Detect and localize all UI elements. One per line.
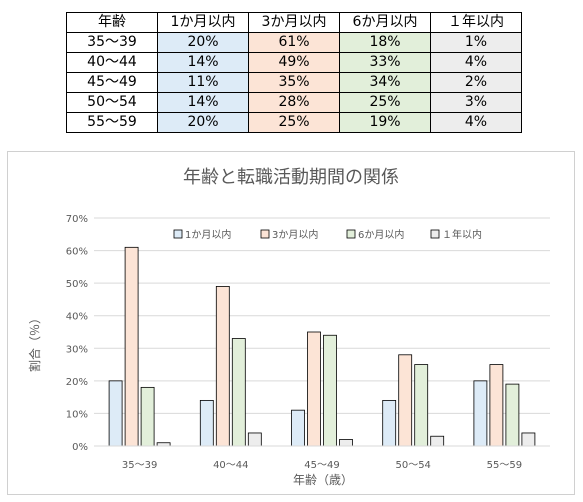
percent-cell: 20% — [157, 32, 249, 53]
percent-cell: 35% — [248, 72, 340, 93]
table-row: 55～59 20% 25% 19% 4% — [66, 112, 522, 133]
bar — [473, 380, 488, 447]
percent-cell: 25% — [248, 112, 340, 133]
y-tick-label: 10% — [66, 409, 88, 420]
header-cell: 1か月以内 — [157, 12, 249, 33]
age-cell: 50～54 — [66, 92, 158, 113]
header-cell: １年以内 — [430, 12, 522, 33]
age-cell: 35～39 — [66, 32, 158, 53]
y-axis-label: 割合（％） — [27, 312, 42, 372]
table-row: 45～49 11% 35% 34% 2% — [66, 72, 522, 93]
legend-label: 3か月以内 — [272, 228, 318, 241]
legend-swatch — [173, 229, 183, 239]
percent-cell: 19% — [339, 112, 431, 133]
percent-cell: 28% — [248, 92, 340, 113]
bar — [489, 364, 504, 447]
bar — [291, 409, 305, 447]
bar — [430, 435, 445, 447]
table-row: 50～54 14% 28% 25% 3% — [66, 92, 522, 113]
percent-cell: 34% — [339, 72, 431, 93]
percent-cell: 14% — [157, 52, 249, 73]
y-tick-label: 30% — [66, 344, 88, 355]
x-axis-label: 年齢（歳） — [293, 472, 353, 487]
percent-cell: 1% — [430, 32, 522, 53]
table-header-row: 年齢 1か月以内 3か月以内 6か月以内 １年以内 — [66, 12, 522, 33]
x-tick-label: 55～59 — [487, 460, 522, 471]
bar — [215, 285, 230, 447]
bar — [307, 331, 321, 447]
chart-title: 年齢と転職活動期間の関係 — [183, 167, 399, 188]
legend-label: 1か月以内 — [185, 228, 231, 241]
header-cell: 年齢 — [66, 12, 158, 33]
bar — [108, 380, 123, 447]
bar — [323, 334, 337, 447]
bar — [398, 354, 413, 447]
y-tick-label: 60% — [66, 247, 88, 258]
bar — [414, 364, 429, 447]
percent-cell: 18% — [339, 32, 431, 53]
legend-swatch — [430, 229, 440, 239]
x-tick-label: 45～49 — [304, 460, 339, 471]
legend-label: １年以内 — [442, 228, 482, 241]
y-tick-label: 0% — [72, 442, 88, 453]
bar — [247, 432, 262, 447]
bar — [382, 399, 397, 447]
age-cell: 40～44 — [66, 52, 158, 73]
legend-swatch — [346, 229, 356, 239]
y-tick-label: 70% — [66, 214, 88, 225]
percent-cell: 3% — [430, 92, 522, 113]
y-tick-label: 40% — [66, 312, 88, 323]
table-row: 35～39 20% 61% 18% 1% — [66, 32, 522, 53]
age-period-table: 年齢 1か月以内 3か月以内 6か月以内 １年以内 35～39 20% 61% 18%… — [66, 12, 522, 133]
percent-cell: 49% — [248, 52, 340, 73]
age-cell: 45～49 — [66, 72, 158, 93]
bar — [505, 383, 520, 447]
table-row: 40～44 14% 49% 33% 4% — [66, 52, 522, 73]
age-cell: 55～59 — [66, 112, 158, 133]
bar — [339, 439, 353, 447]
percent-cell: 2% — [430, 72, 522, 93]
percent-cell: 25% — [339, 92, 431, 113]
chart-area: 年齢と転職活動期間の関係 年齢（歳） 割合（％） 0% 10% 20% 30% 40% 5… — [7, 151, 575, 495]
header-cell: 6か月以内 — [339, 12, 431, 33]
header-cell: 3か月以内 — [248, 12, 340, 33]
percent-cell: 11% — [157, 72, 249, 93]
x-tick-label: 40～44 — [213, 460, 248, 471]
percent-cell: 61% — [248, 32, 340, 53]
bar — [231, 338, 246, 447]
y-tick-label: 20% — [66, 377, 88, 388]
bar-chart: 年齢と転職活動期間の関係 年齢（歳） 割合（％） 0% 10% 20% 30% 40% 5… — [27, 167, 550, 487]
percent-cell: 20% — [157, 112, 249, 133]
y-tick-label: 50% — [66, 279, 88, 290]
x-tick-label: 50～54 — [395, 460, 430, 471]
legend-swatch — [260, 229, 270, 239]
percent-cell: 4% — [430, 52, 522, 73]
bar — [124, 246, 139, 447]
bar — [199, 399, 214, 447]
bar — [521, 432, 536, 447]
percent-cell: 4% — [430, 112, 522, 133]
bar — [140, 386, 155, 447]
legend-label: 6か月以内 — [358, 228, 404, 241]
percent-cell: 33% — [339, 52, 431, 73]
x-tick-label: 35～39 — [122, 460, 157, 471]
percent-cell: 14% — [157, 92, 249, 113]
